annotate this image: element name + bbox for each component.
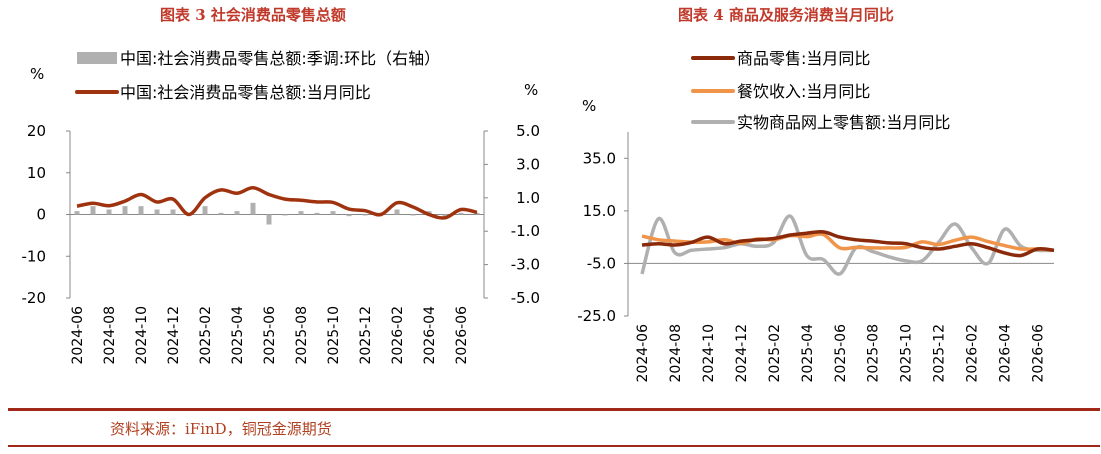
- series-line-1: [641, 229, 1055, 258]
- bar-mom: [346, 214, 352, 217]
- x-tick-label: 2026-04: [998, 324, 1014, 383]
- left-tick-label: 20: [27, 122, 46, 140]
- bar-mom: [410, 214, 416, 216]
- x-tick-label: 2025-10: [326, 306, 342, 365]
- x-tick-label: 2025-02: [198, 306, 214, 365]
- x-tick-label: 2024-12: [734, 324, 750, 383]
- bar-mom: [458, 212, 464, 215]
- left-tick-label: -10: [22, 247, 47, 265]
- y-tick-label: 35.0: [583, 149, 616, 167]
- legend-swatch-bar: [77, 52, 117, 64]
- y-tick-label: -25.0: [577, 307, 616, 325]
- x-tick-label: 2025-02: [767, 324, 783, 383]
- x-tick-label: 2026-06: [454, 306, 470, 365]
- bar-mom: [202, 206, 208, 215]
- right-tick-label: 5.0: [516, 122, 540, 140]
- x-tick-label: 2024-12: [166, 306, 182, 365]
- legend-label-mom: 中国:社会消费品零售总额:季调:环比（右轴）: [120, 49, 440, 68]
- series-line-3: [640, 214, 1055, 276]
- divider-thick: [8, 408, 1100, 411]
- right-tick-label: 3.0: [516, 155, 540, 173]
- x-tick-label: 2024-06: [635, 324, 651, 383]
- bar-mom: [266, 214, 272, 225]
- bar-mom: [90, 206, 96, 215]
- bar-mom: [138, 206, 144, 215]
- bar-mom: [474, 212, 480, 215]
- left-axis-unit: %: [30, 65, 44, 83]
- bar-mom: [362, 214, 368, 216]
- legend-label-1: 商品零售:当月同比: [737, 49, 870, 68]
- right-tick-label: -1.0: [511, 222, 540, 240]
- x-tick-label: 2025-04: [800, 324, 816, 383]
- x-tick-label: 2024-08: [668, 324, 684, 383]
- left-chart-title: 图表 3 社会消费品零售总额: [160, 6, 346, 24]
- left-tick-label: 10: [27, 164, 46, 182]
- legend-label-3: 实物商品网上零售额:当月同比: [737, 113, 950, 132]
- right-axis-unit: %: [524, 81, 538, 99]
- x-tick-label: 2025-08: [866, 324, 882, 383]
- bar-mom: [250, 202, 256, 215]
- x-tick-label: 2024-10: [134, 306, 150, 365]
- bar-mom: [234, 211, 240, 215]
- left-tick-label: 0: [36, 206, 46, 224]
- right-tick-label: -3.0: [511, 256, 540, 274]
- y-tick-label: 15.0: [583, 202, 616, 220]
- right-chart-unit: %: [582, 97, 596, 115]
- x-tick-label: 2025-12: [932, 324, 948, 383]
- bar-mom: [330, 211, 336, 215]
- bar-mom: [154, 209, 160, 215]
- right-chart-title: 图表 4 商品及服务消费当月同比: [678, 6, 894, 24]
- bar-mom: [122, 206, 128, 215]
- x-tick-label: 2024-08: [102, 306, 118, 365]
- legend-label-2: 餐饮收入:当月同比: [737, 82, 870, 101]
- x-tick-label: 2026-02: [390, 306, 406, 365]
- bar-mom: [314, 212, 320, 215]
- divider-thin: [8, 445, 1100, 447]
- bar-mom: [298, 211, 304, 215]
- bar-mom: [170, 209, 176, 215]
- x-tick-label: 2026-02: [965, 324, 981, 383]
- bar-mom: [74, 211, 80, 215]
- legend-label-yoy: 中国:社会消费品零售总额:当月同比: [120, 83, 371, 102]
- right-tick-label: 1.0: [516, 189, 540, 207]
- bar-mom: [282, 214, 288, 216]
- left-tick-label: -20: [22, 289, 47, 307]
- x-tick-label: 2024-06: [70, 306, 86, 365]
- line-yoy-retail: [76, 186, 478, 220]
- x-tick-label: 2025-04: [230, 306, 246, 365]
- x-tick-label: 2025-10: [899, 324, 915, 383]
- series-line-2: [641, 232, 1055, 253]
- y-tick-label: -5.0: [587, 254, 616, 272]
- bar-mom: [394, 209, 400, 215]
- bar-mom: [106, 209, 112, 215]
- source-note: 资料来源：iFinD，铜冠金源期货: [110, 420, 332, 438]
- x-tick-label: 2025-08: [294, 306, 310, 365]
- x-tick-label: 2026-06: [1031, 324, 1047, 383]
- bar-mom: [218, 212, 224, 215]
- x-tick-label: 2024-10: [701, 324, 717, 383]
- right-tick-label: -5.0: [511, 289, 540, 307]
- x-tick-label: 2025-06: [262, 306, 278, 365]
- x-tick-label: 2026-04: [422, 306, 438, 365]
- x-tick-label: 2025-06: [833, 324, 849, 383]
- x-tick-label: 2025-12: [358, 306, 374, 365]
